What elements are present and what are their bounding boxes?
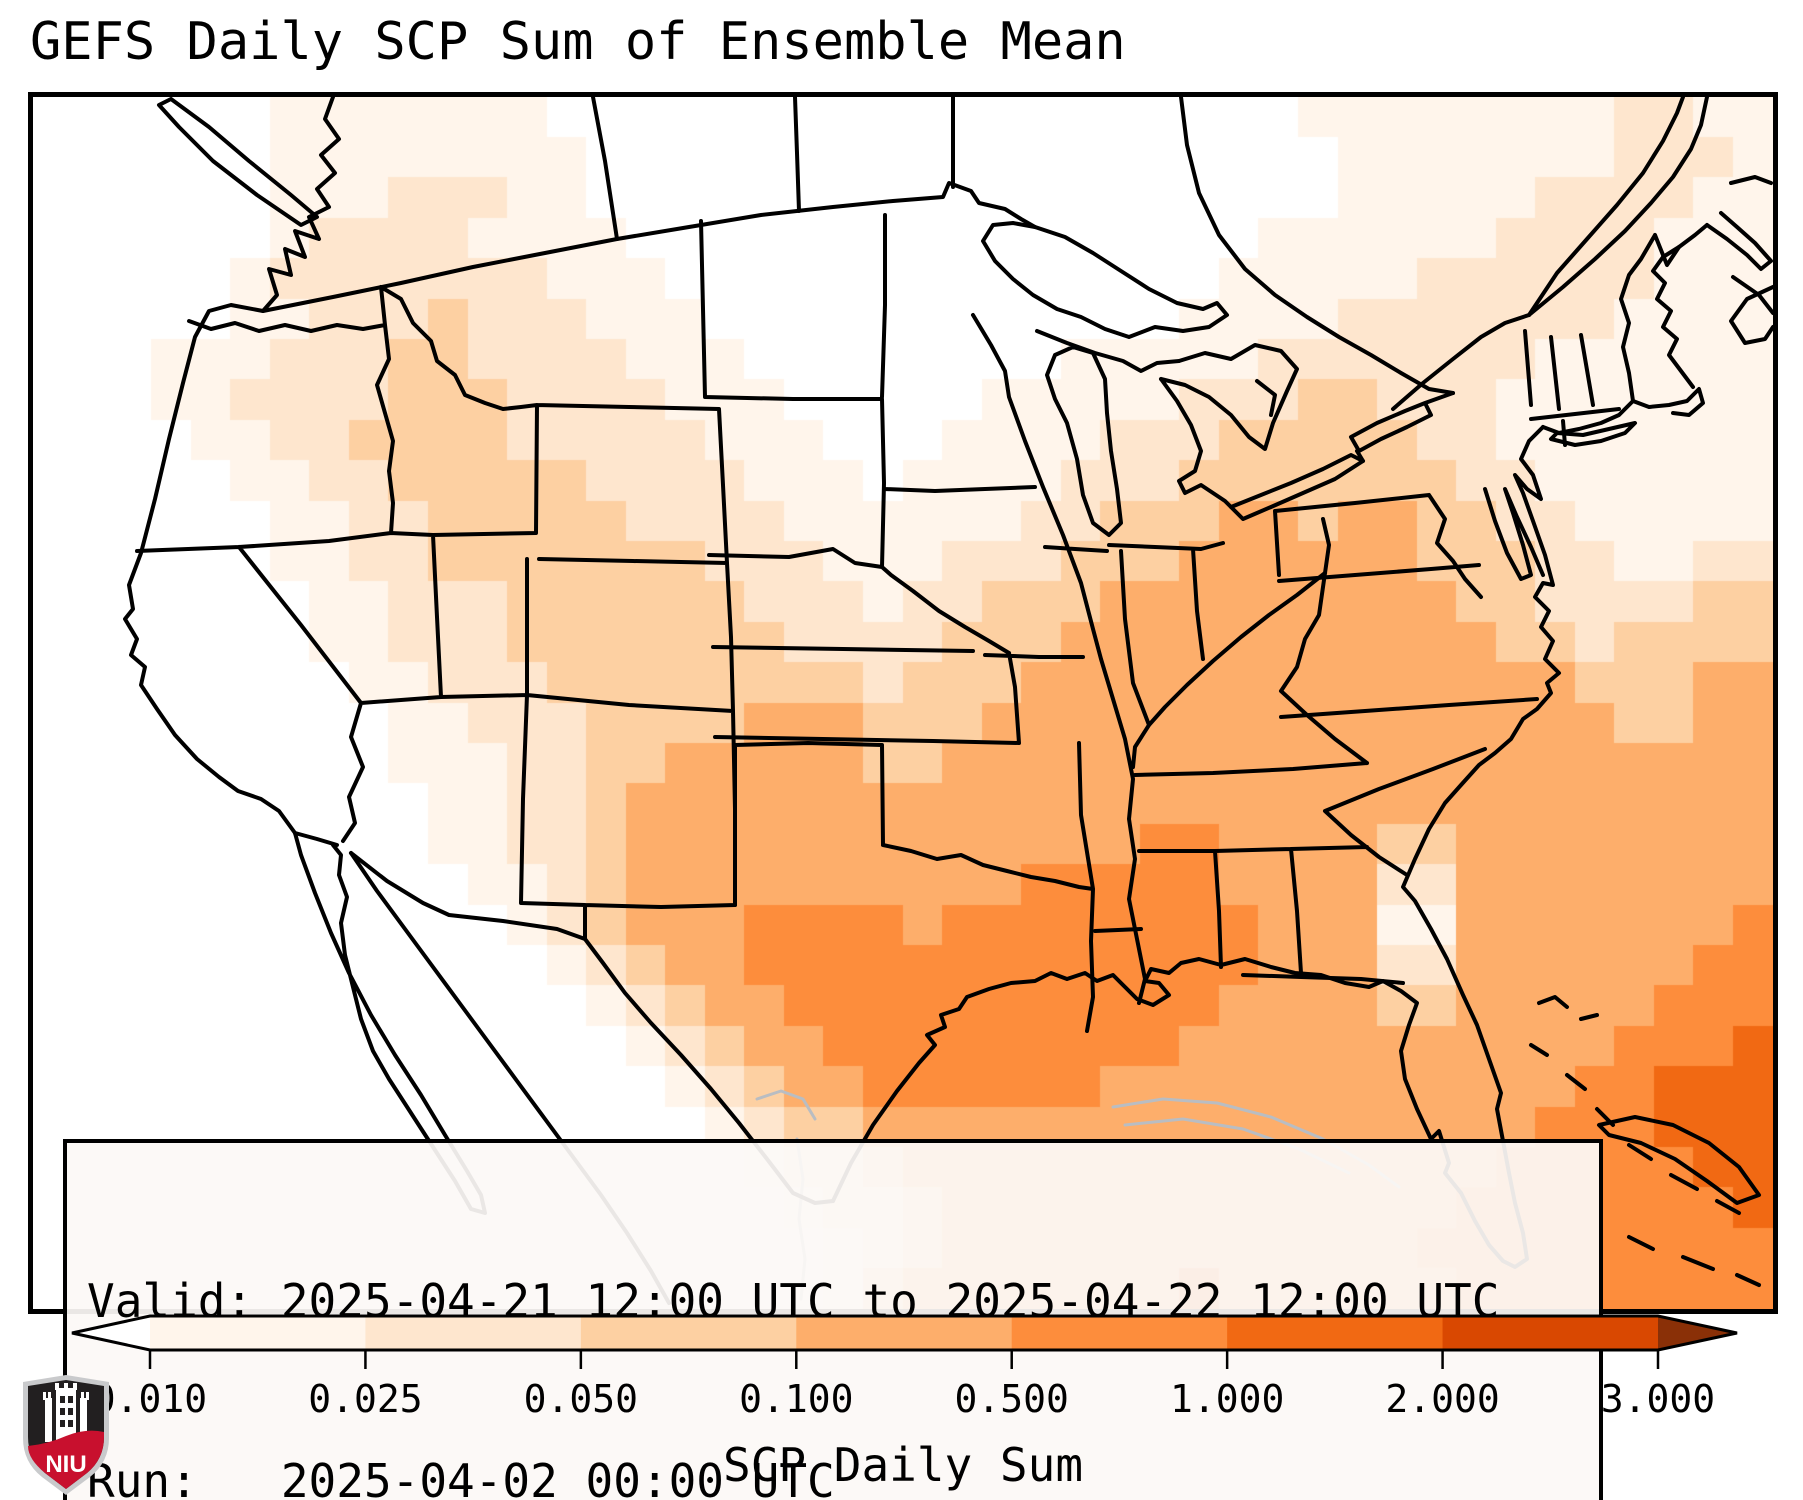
lake-superior	[981, 221, 1229, 339]
colorbar-segment	[796, 1316, 1013, 1350]
lake-huron-and-michigan-mitten	[1159, 343, 1299, 509]
niu-logo: NIU	[23, 1375, 109, 1495]
canadian-province-borders	[591, 97, 1455, 395]
coastlines-and-borders	[123, 97, 1773, 1305]
new-england-coast	[1541, 223, 1709, 435]
cuba-east-coast	[1597, 1115, 1761, 1205]
maritimes-coast	[1705, 175, 1773, 345]
niu-red-band	[28, 1430, 104, 1489]
colorbar-segment	[365, 1316, 582, 1350]
lake-michigan-and-up	[1035, 329, 1181, 537]
colorbar-tick-label: 0.050	[524, 1377, 638, 1421]
st-lawrence-estuary	[1527, 97, 1709, 317]
western-state-borders	[135, 285, 737, 941]
southeast-state-borders	[1093, 493, 1539, 985]
vancouver-island-coast	[157, 97, 319, 227]
map-panel: Valid: 2025-04-21 12:00 UTC to 2025-04-2…	[28, 92, 1778, 1500]
colorbar-tick-label: 0.010	[93, 1377, 207, 1421]
lake-ontario	[1349, 391, 1455, 463]
colorbar-segment	[150, 1316, 367, 1350]
colorbar-tick-label: 1.000	[1170, 1377, 1284, 1421]
colorbar-segment	[1227, 1316, 1444, 1350]
colorbar-tick-label: 3.000	[1601, 1377, 1715, 1421]
colorbar-tick-label: 0.025	[308, 1377, 422, 1421]
caribbean-island-dashes	[1529, 995, 1761, 1287]
colorbar-segment	[1011, 1316, 1228, 1350]
run-time-text: Run: 2025-04-02 00:00 UTC	[87, 1454, 835, 1500]
us-canada-border	[261, 181, 1681, 411]
colorbar-over-arrow	[1658, 1316, 1737, 1350]
colorbar-under-arrow	[72, 1316, 150, 1350]
colorbar-tick-label: 0.100	[739, 1377, 853, 1421]
chesapeake-delmarva	[1483, 487, 1545, 581]
colorbar-tick-label: 0.500	[955, 1377, 1069, 1421]
colorbar: 0.010 0.025 0.050 0.100 0.500 1.000 2.000 3.000…	[71, 1314, 1738, 1492]
niu-castle-windows	[60, 1396, 73, 1427]
colorbar-axis-label: SCP Daily Sum	[723, 1438, 1083, 1492]
pacific-coast-and-baja	[123, 97, 487, 1215]
figure-title: GEFS Daily SCP Sum of Ensemble Mean	[30, 12, 1126, 72]
northeast-state-borders	[1523, 329, 1621, 447]
colorbar-tick-label: 2.000	[1385, 1377, 1499, 1421]
plains-state-borders	[699, 213, 1095, 1033]
map-boundaries-overlay	[123, 97, 1773, 1305]
niu-logo-text: NIU	[45, 1451, 86, 1478]
colorbar-segment	[580, 1316, 797, 1350]
colorbar-segment	[1442, 1316, 1659, 1350]
mississippi-river-and-midwest-borders	[971, 313, 1327, 1005]
colorbar-graphics: 0.010 0.025 0.050 0.100 0.500 1.000 2.000 3.000	[71, 1314, 1738, 1421]
